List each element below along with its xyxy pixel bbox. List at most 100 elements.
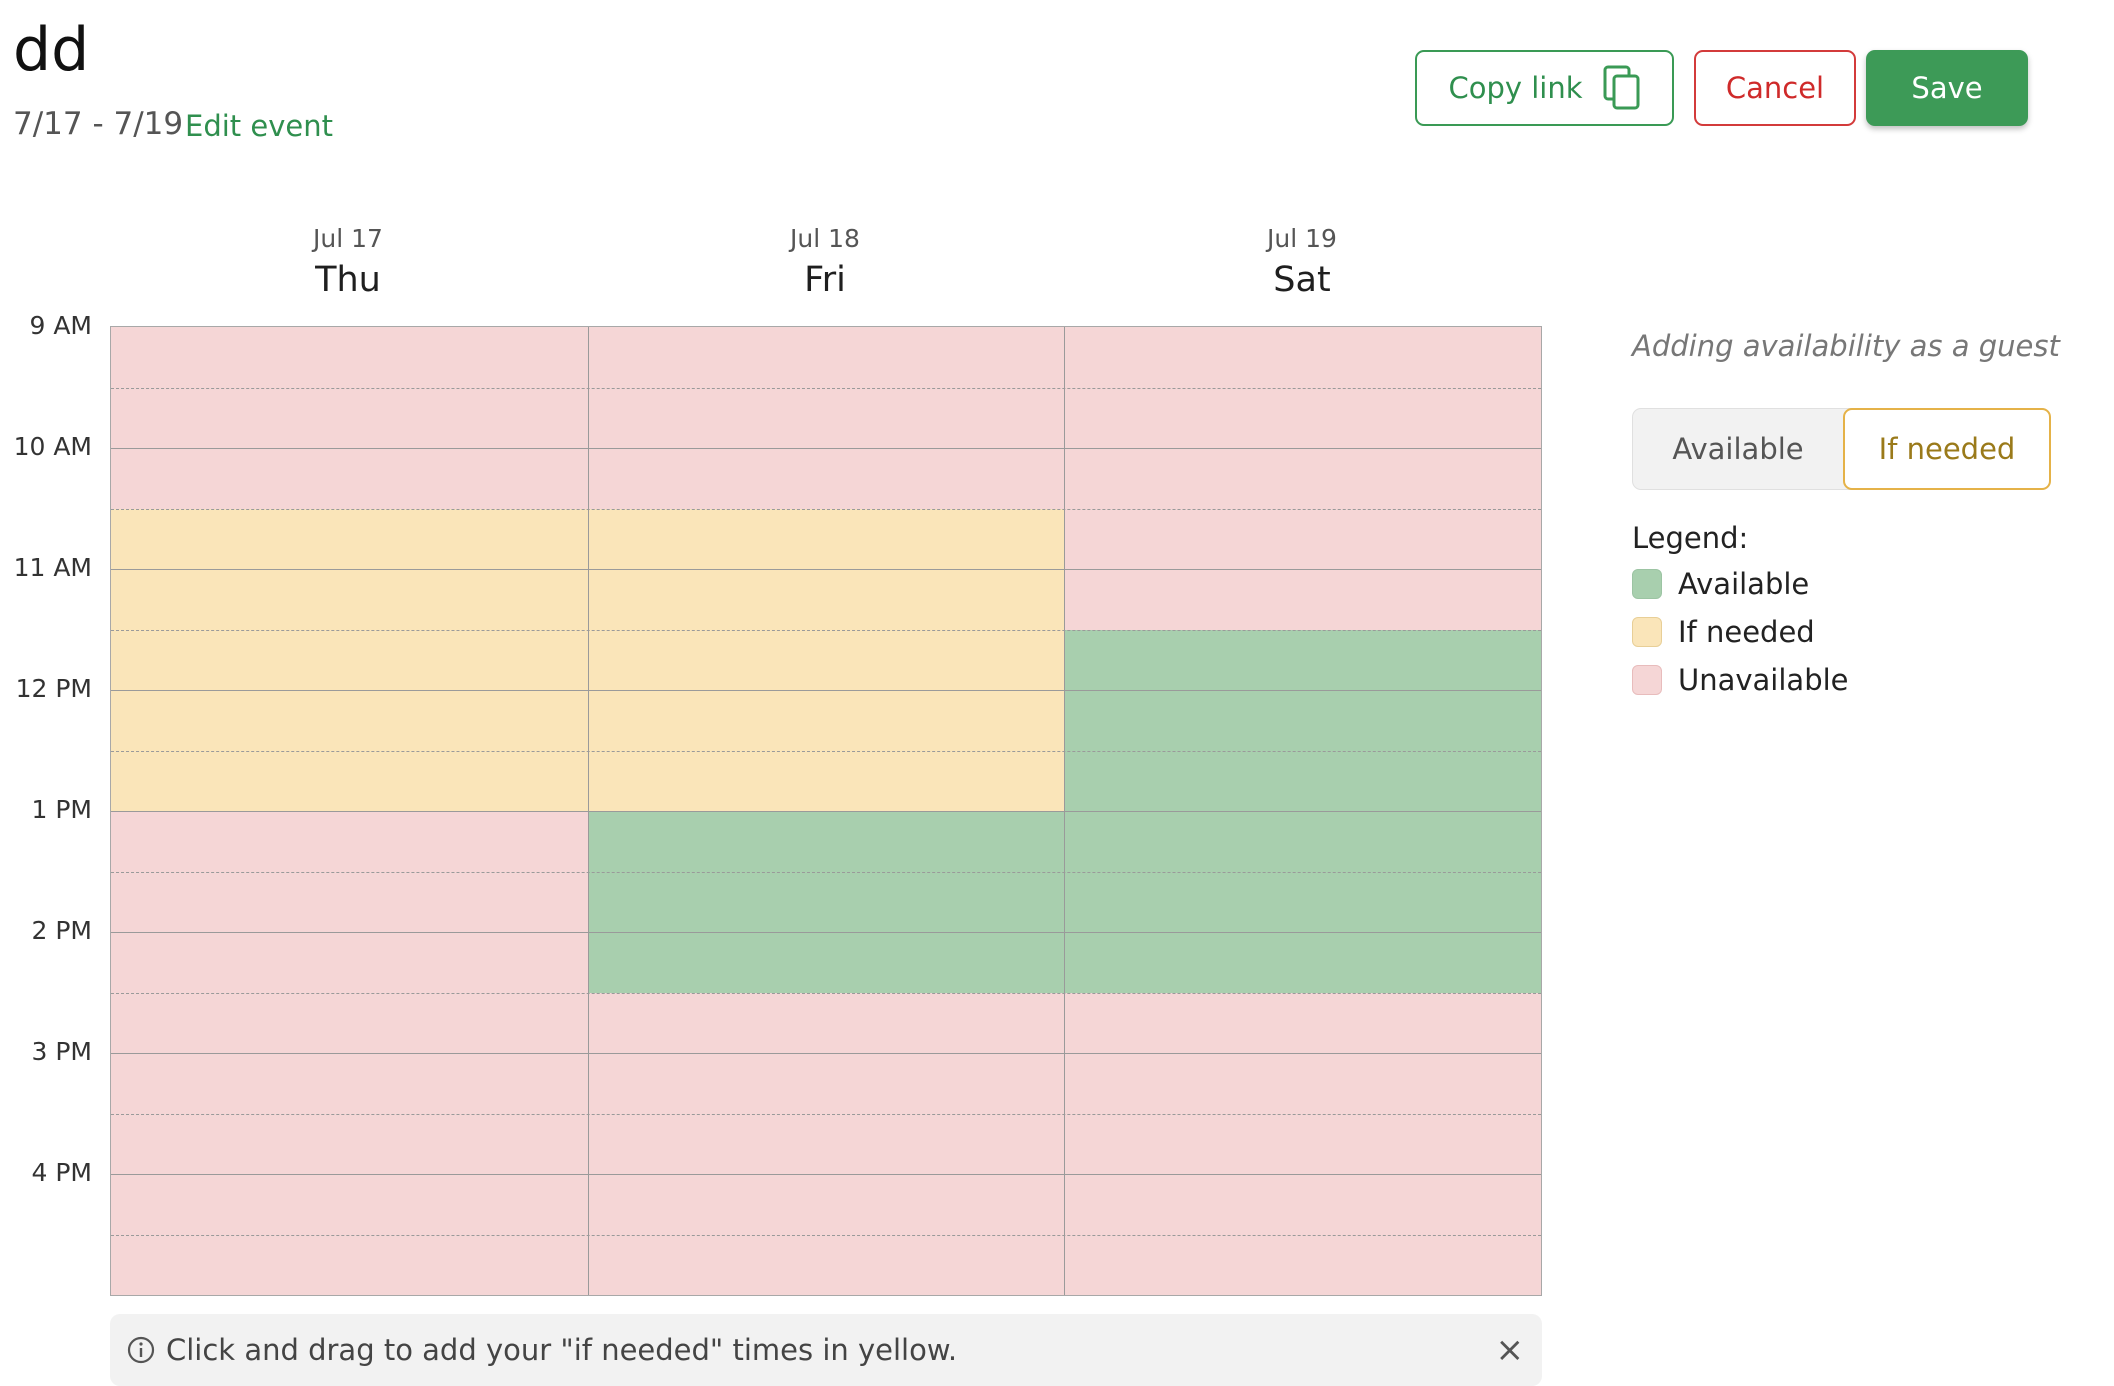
time-slot-cell[interactable] bbox=[1064, 811, 1541, 872]
time-slot-cell[interactable] bbox=[111, 327, 588, 388]
time-slot-cell[interactable] bbox=[111, 690, 588, 751]
half-hour-line bbox=[111, 508, 1541, 510]
legend-item-available: Available bbox=[1632, 564, 1809, 604]
guest-note: Adding availability as a guest bbox=[1632, 329, 2060, 363]
time-slot-cell[interactable] bbox=[1064, 932, 1541, 993]
day-divider bbox=[587, 327, 589, 1295]
time-slot-cell[interactable] bbox=[1064, 1053, 1541, 1114]
day-date: Jul 18 bbox=[790, 224, 860, 253]
time-slot-cell[interactable] bbox=[587, 569, 1065, 630]
time-slot-cell[interactable] bbox=[111, 811, 588, 872]
cancel-button[interactable]: Cancel bbox=[1694, 50, 1856, 126]
hour-line bbox=[111, 448, 1541, 449]
time-slot-cell[interactable] bbox=[587, 327, 1065, 388]
time-label: 11 AM bbox=[13, 553, 92, 582]
day-divider bbox=[1064, 327, 1066, 1295]
half-hour-line bbox=[111, 1234, 1541, 1236]
time-slot-cell[interactable] bbox=[587, 992, 1065, 1053]
copy-icon bbox=[1603, 65, 1640, 110]
hour-line bbox=[111, 1174, 1541, 1175]
time-slot-cell[interactable] bbox=[1064, 992, 1541, 1053]
toggle-available-button[interactable]: Available bbox=[1672, 432, 1804, 466]
half-hour-line bbox=[111, 387, 1541, 389]
copy-link-button[interactable]: Copy link bbox=[1415, 50, 1674, 126]
half-hour-line bbox=[111, 1113, 1541, 1115]
time-label: 12 PM bbox=[15, 674, 92, 703]
legend-item-if-needed: If needed bbox=[1632, 612, 1815, 652]
time-slot-cell[interactable] bbox=[587, 508, 1065, 569]
time-slot-cell[interactable] bbox=[587, 1113, 1065, 1174]
time-slot-cell[interactable] bbox=[587, 448, 1065, 509]
event-title: dd bbox=[13, 15, 90, 85]
time-slot-cell[interactable] bbox=[111, 508, 588, 569]
info-bar: Click and drag to add your "if needed" t… bbox=[110, 1314, 1542, 1386]
time-slot-cell[interactable] bbox=[587, 811, 1065, 872]
time-slot-cell[interactable] bbox=[1064, 569, 1541, 630]
time-slot-cell[interactable] bbox=[111, 387, 588, 448]
time-label: 3 PM bbox=[31, 1037, 93, 1066]
half-hour-line bbox=[111, 629, 1541, 631]
time-slot-cell[interactable] bbox=[1064, 1174, 1541, 1235]
day-date: Jul 19 bbox=[1267, 224, 1337, 253]
time-slot-cell[interactable] bbox=[587, 1174, 1065, 1235]
legend-swatch bbox=[1632, 665, 1662, 695]
day-header-fri: Jul 18 Fri bbox=[587, 222, 1063, 304]
time-slot-cell[interactable] bbox=[1064, 327, 1541, 388]
time-slot-cell[interactable] bbox=[1064, 871, 1541, 932]
event-date-range: 7/17 - 7/19 bbox=[13, 106, 184, 142]
time-slot-cell[interactable] bbox=[587, 932, 1065, 993]
time-slot-cell[interactable] bbox=[111, 629, 588, 690]
close-icon[interactable]: × bbox=[1495, 1330, 1525, 1370]
legend-swatch bbox=[1632, 617, 1662, 647]
time-slot-cell[interactable] bbox=[1064, 1113, 1541, 1174]
time-slot-cell[interactable] bbox=[111, 1174, 588, 1235]
availability-type-toggle: Available If needed bbox=[1632, 408, 2051, 490]
time-slot-cell[interactable] bbox=[1064, 629, 1541, 690]
time-slot-cell[interactable] bbox=[1064, 1234, 1541, 1295]
time-slot-cell[interactable] bbox=[587, 629, 1065, 690]
time-slot-cell[interactable] bbox=[587, 1053, 1065, 1114]
half-hour-line bbox=[111, 871, 1541, 873]
legend-swatch bbox=[1632, 569, 1662, 599]
time-label: 2 PM bbox=[31, 916, 93, 945]
info-icon bbox=[127, 1336, 155, 1364]
half-hour-line bbox=[111, 992, 1541, 994]
time-label: 4 PM bbox=[31, 1158, 93, 1187]
legend-title: Legend: bbox=[1632, 521, 1749, 555]
toggle-if-needed-button[interactable]: If needed bbox=[1843, 408, 2051, 490]
availability-grid[interactable] bbox=[110, 326, 1542, 1296]
day-header-sat: Jul 19 Sat bbox=[1064, 222, 1540, 304]
legend-label: If needed bbox=[1678, 615, 1815, 649]
time-slot-cell[interactable] bbox=[111, 932, 588, 993]
time-slot-cell[interactable] bbox=[1064, 387, 1541, 448]
time-slot-cell[interactable] bbox=[1064, 508, 1541, 569]
time-slot-cell[interactable] bbox=[111, 569, 588, 630]
time-slot-cell[interactable] bbox=[111, 448, 588, 509]
half-hour-line bbox=[111, 750, 1541, 752]
time-slot-cell[interactable] bbox=[111, 871, 588, 932]
time-slot-cell[interactable] bbox=[111, 1053, 588, 1114]
hour-line bbox=[111, 1053, 1541, 1054]
day-header-thu: Jul 17 Thu bbox=[110, 222, 586, 304]
time-slot-cell[interactable] bbox=[111, 750, 588, 811]
legend-label: Unavailable bbox=[1678, 663, 1849, 697]
time-slot-cell[interactable] bbox=[1064, 750, 1541, 811]
save-button[interactable]: Save bbox=[1866, 50, 2028, 126]
hour-line bbox=[111, 690, 1541, 691]
day-name: Fri bbox=[804, 260, 846, 300]
time-slot-cell[interactable] bbox=[1064, 448, 1541, 509]
time-slot-cell[interactable] bbox=[587, 871, 1065, 932]
time-slot-cell[interactable] bbox=[587, 750, 1065, 811]
copy-link-label: Copy link bbox=[1448, 71, 1583, 105]
time-slot-cell[interactable] bbox=[111, 1113, 588, 1174]
time-label: 1 PM bbox=[31, 795, 93, 824]
time-slot-cell[interactable] bbox=[111, 992, 588, 1053]
time-label: 9 AM bbox=[29, 311, 92, 340]
time-slot-cell[interactable] bbox=[1064, 690, 1541, 751]
day-date: Jul 17 bbox=[313, 224, 383, 253]
time-slot-cell[interactable] bbox=[587, 387, 1065, 448]
time-slot-cell[interactable] bbox=[587, 1234, 1065, 1295]
edit-event-link[interactable]: Edit event bbox=[185, 109, 333, 143]
time-slot-cell[interactable] bbox=[587, 690, 1065, 751]
time-slot-cell[interactable] bbox=[111, 1234, 588, 1295]
